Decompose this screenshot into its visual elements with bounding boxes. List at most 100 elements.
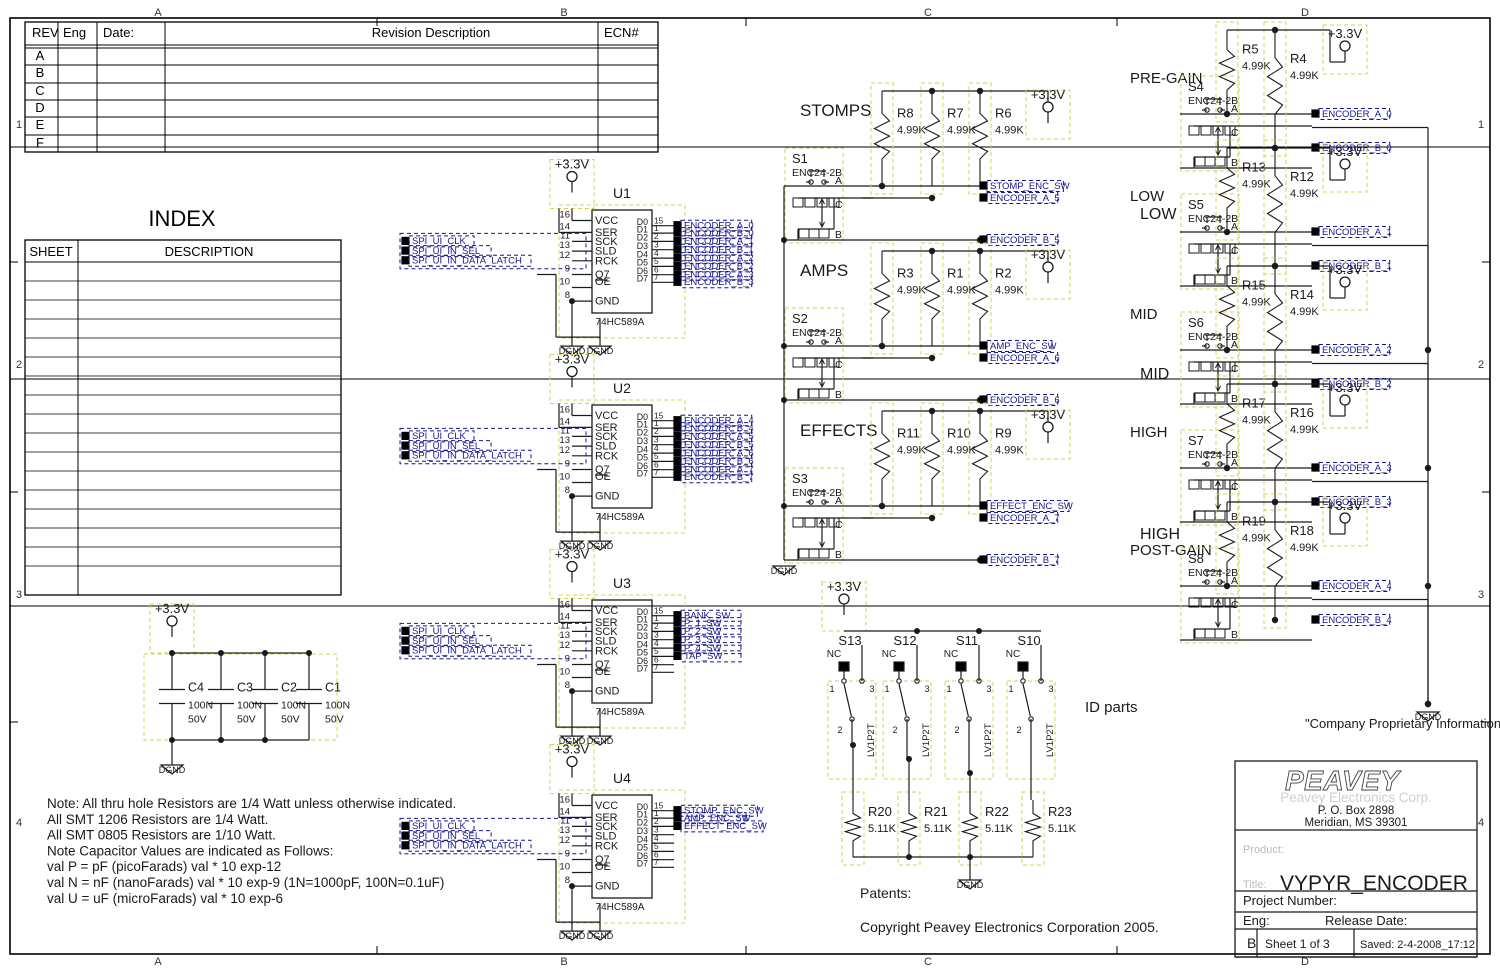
svg-text:DGND: DGND bbox=[587, 736, 614, 746]
svg-text:A: A bbox=[36, 48, 45, 63]
svg-text:3: 3 bbox=[1478, 589, 1484, 601]
svg-text:S13: S13 bbox=[838, 633, 861, 648]
svg-text:A: A bbox=[1231, 103, 1238, 115]
svg-text:S5: S5 bbox=[1188, 197, 1204, 212]
svg-text:GND: GND bbox=[595, 296, 620, 308]
svg-text:NC: NC bbox=[1006, 649, 1020, 660]
svg-text:R3: R3 bbox=[897, 266, 914, 281]
svg-text:ENCODER_B_5: ENCODER_B_5 bbox=[990, 235, 1060, 246]
svg-text:1: 1 bbox=[16, 119, 22, 131]
svg-text:OE: OE bbox=[595, 471, 611, 483]
svg-text:D: D bbox=[1301, 956, 1309, 968]
svg-text:MID: MID bbox=[1130, 306, 1158, 323]
svg-text:8: 8 bbox=[565, 680, 570, 691]
svg-text:ENCODER_A_5: ENCODER_A_5 bbox=[990, 193, 1060, 204]
svg-text:B: B bbox=[835, 229, 842, 241]
svg-text:RCK: RCK bbox=[595, 255, 619, 267]
svg-text:S4: S4 bbox=[1188, 79, 1204, 94]
svg-text:4.99K: 4.99K bbox=[947, 445, 976, 457]
svg-text:+3.3V: +3.3V bbox=[1031, 247, 1066, 262]
svg-text:Eng: Eng bbox=[63, 25, 86, 40]
svg-text:74HC589A: 74HC589A bbox=[596, 317, 645, 328]
svg-text:5.11K: 5.11K bbox=[868, 823, 897, 835]
svg-text:DGND: DGND bbox=[559, 931, 586, 941]
svg-text:4.99K: 4.99K bbox=[1242, 61, 1271, 73]
svg-text:4.99K: 4.99K bbox=[1290, 70, 1319, 82]
svg-text:ENCODER_A_3: ENCODER_A_3 bbox=[1322, 463, 1392, 474]
svg-text:R19: R19 bbox=[1242, 514, 1266, 529]
svg-text:"Company Proprietary Informati: "Company Proprietary Information" bbox=[1305, 716, 1500, 731]
svg-text:RCK: RCK bbox=[595, 840, 619, 852]
svg-text:100N: 100N bbox=[281, 700, 306, 712]
svg-text:C: C bbox=[835, 359, 843, 371]
svg-text:4.99K: 4.99K bbox=[1290, 188, 1319, 200]
svg-text:ID parts: ID parts bbox=[1085, 699, 1138, 716]
svg-text:Saved: 2-4-2008_17:12: Saved: 2-4-2008_17:12 bbox=[1360, 939, 1475, 951]
svg-text:TAP_SW: TAP_SW bbox=[684, 651, 722, 662]
svg-text:C2: C2 bbox=[281, 681, 297, 695]
svg-text:8: 8 bbox=[565, 290, 570, 301]
svg-text:DGND: DGND bbox=[957, 880, 984, 890]
svg-text:DGND: DGND bbox=[587, 346, 614, 356]
svg-text:Release Date:: Release Date: bbox=[1325, 913, 1407, 928]
svg-text:5.11K: 5.11K bbox=[924, 823, 953, 835]
svg-text:Note Capacitor Values are indi: Note Capacitor Values are indicated as F… bbox=[47, 843, 333, 858]
svg-text:B: B bbox=[560, 7, 567, 19]
svg-text:10: 10 bbox=[559, 277, 570, 288]
svg-text:SPI_UI_IN_DATA_LATCH: SPI_UI_IN_DATA_LATCH bbox=[412, 646, 522, 657]
svg-text:+3.3V: +3.3V bbox=[1328, 262, 1363, 277]
svg-text:RCK: RCK bbox=[595, 450, 619, 462]
svg-text:S7: S7 bbox=[1188, 433, 1204, 448]
svg-text:Copyright Peavey Electronics C: Copyright Peavey Electronics Corporation… bbox=[860, 919, 1159, 935]
svg-text:C1: C1 bbox=[325, 681, 341, 695]
svg-text:ENCODER_B_4: ENCODER_B_4 bbox=[1322, 615, 1392, 626]
svg-text:LV1P2T: LV1P2T bbox=[1045, 723, 1056, 757]
svg-text:B: B bbox=[835, 549, 842, 561]
svg-text:3: 3 bbox=[924, 684, 929, 694]
svg-text:VCC: VCC bbox=[595, 410, 618, 422]
svg-text:4.99K: 4.99K bbox=[995, 285, 1024, 297]
svg-text:74HC589A: 74HC589A bbox=[596, 512, 645, 523]
svg-text:1: 1 bbox=[1008, 684, 1013, 694]
svg-text:ENCODER_A_6: ENCODER_A_6 bbox=[990, 353, 1060, 364]
svg-text:LOW: LOW bbox=[1140, 206, 1177, 223]
svg-text:12: 12 bbox=[559, 250, 570, 261]
svg-text:ENCODER_A_0: ENCODER_A_0 bbox=[1322, 109, 1392, 120]
svg-text:3: 3 bbox=[986, 684, 991, 694]
svg-text:A: A bbox=[1231, 457, 1238, 469]
svg-text:B: B bbox=[36, 65, 45, 80]
svg-text:C4: C4 bbox=[188, 681, 204, 695]
svg-text:C: C bbox=[35, 83, 44, 98]
svg-text:SPI_UI_IN_DATA_LATCH: SPI_UI_IN_DATA_LATCH bbox=[412, 841, 522, 852]
svg-text:Title:: Title: bbox=[1243, 879, 1266, 891]
svg-text:ENCODER_B_6: ENCODER_B_6 bbox=[990, 395, 1060, 406]
svg-text:C: C bbox=[835, 199, 843, 211]
svg-text:2: 2 bbox=[892, 725, 897, 735]
svg-text:B: B bbox=[1231, 157, 1238, 169]
svg-text:2: 2 bbox=[837, 725, 842, 735]
svg-text:ECN#: ECN# bbox=[604, 25, 639, 40]
svg-text:D7: D7 bbox=[637, 469, 648, 479]
svg-text:+3.3V: +3.3V bbox=[1328, 380, 1363, 395]
svg-text:5.11K: 5.11K bbox=[985, 823, 1014, 835]
svg-text:All SMT 0805 Resistors are 1/1: All SMT 0805 Resistors are 1/10 Watt. bbox=[47, 828, 276, 843]
svg-text:12: 12 bbox=[559, 835, 570, 846]
svg-text:+3.3V: +3.3V bbox=[1031, 87, 1066, 102]
svg-text:U4: U4 bbox=[613, 770, 631, 786]
svg-text:VYPYR_ENCODER: VYPYR_ENCODER bbox=[1280, 872, 1468, 895]
svg-text:ENCODER_A_2: ENCODER_A_2 bbox=[1322, 345, 1392, 356]
svg-text:B: B bbox=[1231, 511, 1238, 523]
svg-text:+3.3V: +3.3V bbox=[555, 157, 590, 172]
svg-text:OE: OE bbox=[595, 666, 611, 678]
svg-text:VCC: VCC bbox=[595, 800, 618, 812]
svg-text:Product:: Product: bbox=[1243, 844, 1284, 856]
svg-text:R21: R21 bbox=[924, 804, 948, 819]
svg-text:R9: R9 bbox=[995, 426, 1012, 441]
svg-text:B: B bbox=[1231, 275, 1238, 287]
svg-text:STOMPS: STOMPS bbox=[800, 101, 871, 120]
svg-text:3: 3 bbox=[869, 684, 874, 694]
svg-text:12: 12 bbox=[559, 640, 570, 651]
svg-text:+3.3V: +3.3V bbox=[555, 742, 590, 757]
svg-text:C: C bbox=[1231, 599, 1239, 611]
svg-text:C: C bbox=[835, 519, 843, 531]
